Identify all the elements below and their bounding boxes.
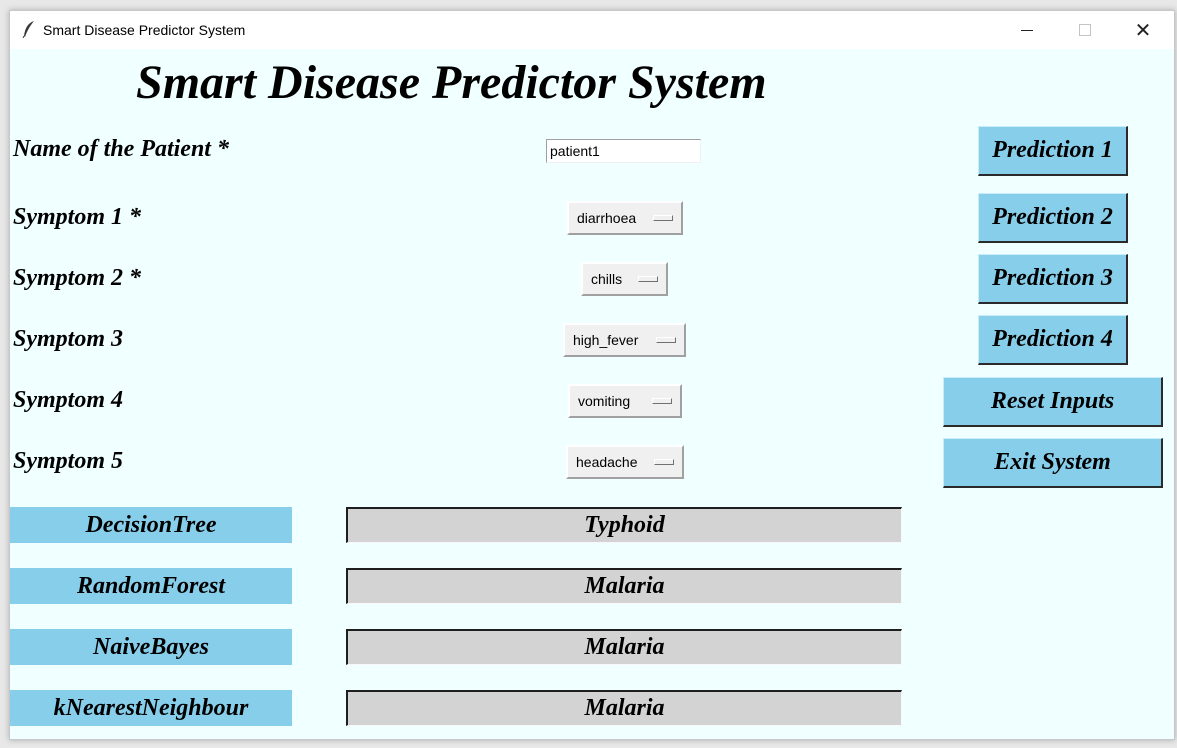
symptom-4-dropdown[interactable]: vomiting [568, 384, 682, 418]
naive-bayes-label: NaiveBayes [10, 629, 292, 665]
symptom-2-label: Symptom 2 * [13, 265, 142, 291]
symptom-2-value: chills [591, 271, 623, 287]
decision-tree-result: Typhoid [346, 507, 902, 543]
patient-name-label: Name of the Patient * [13, 136, 229, 162]
title-bar[interactable]: Smart Disease Predictor System ✕ [10, 11, 1174, 49]
dropdown-indicator-icon [652, 398, 672, 404]
minimize-icon [1021, 29, 1033, 31]
page-title: Smart Disease Predictor System [136, 56, 767, 109]
symptom-3-value: high_fever [573, 332, 639, 348]
symptom-5-value: headache [576, 454, 638, 470]
maximize-button[interactable] [1056, 11, 1114, 49]
dropdown-indicator-icon [638, 276, 658, 282]
symptom-4-value: vomiting [578, 393, 631, 409]
naive-bayes-result: Malaria [346, 629, 902, 665]
symptom-3-label: Symptom 3 [13, 326, 124, 352]
close-button[interactable]: ✕ [1114, 11, 1172, 49]
maximize-icon [1079, 24, 1091, 36]
dropdown-indicator-icon [654, 459, 674, 465]
close-icon: ✕ [1134, 18, 1152, 42]
app-window: Smart Disease Predictor System ✕ Smart D… [9, 10, 1175, 740]
prediction-2-button[interactable]: Prediction 2 [978, 193, 1128, 243]
prediction-1-button[interactable]: Prediction 1 [978, 126, 1128, 176]
knn-result: Malaria [346, 690, 902, 726]
exit-system-button[interactable]: Exit System [943, 438, 1163, 488]
prediction-3-button[interactable]: Prediction 3 [978, 254, 1128, 304]
symptom-1-label: Symptom 1 * [13, 204, 142, 230]
symptom-5-label: Symptom 5 [13, 448, 124, 474]
symptom-4-label: Symptom 4 [13, 387, 124, 413]
decision-tree-label: DecisionTree [10, 507, 292, 543]
patient-name-input[interactable] [546, 139, 701, 163]
symptom-5-dropdown[interactable]: headache [566, 445, 684, 479]
minimize-button[interactable] [998, 11, 1056, 49]
prediction-4-button[interactable]: Prediction 4 [978, 315, 1128, 365]
symptom-1-value: diarrhoea [577, 210, 637, 226]
symptom-3-dropdown[interactable]: high_fever [563, 323, 686, 357]
dropdown-indicator-icon [656, 337, 676, 343]
reset-inputs-button[interactable]: Reset Inputs [943, 377, 1163, 427]
window-title: Smart Disease Predictor System [43, 22, 246, 38]
knn-label: kNearestNeighbour [10, 690, 292, 726]
random-forest-result: Malaria [346, 568, 902, 604]
symptom-1-dropdown[interactable]: diarrhoea [567, 201, 683, 235]
symptom-2-dropdown[interactable]: chills [581, 262, 668, 296]
dropdown-indicator-icon [653, 215, 673, 221]
random-forest-label: RandomForest [10, 568, 292, 604]
feather-icon [22, 21, 34, 38]
